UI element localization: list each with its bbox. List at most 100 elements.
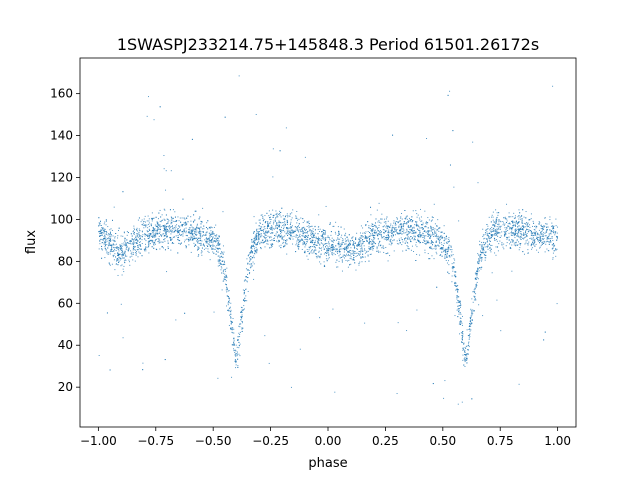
data-point [532, 232, 534, 234]
data-point [544, 331, 546, 333]
data-point [457, 289, 459, 291]
data-point [280, 236, 282, 238]
data-point [125, 246, 127, 248]
data-point [291, 236, 293, 238]
data-point [550, 231, 552, 233]
data-point [371, 230, 373, 232]
data-point [477, 262, 479, 264]
data-point [214, 234, 216, 236]
data-point [485, 251, 487, 253]
data-point [103, 236, 105, 238]
data-point [207, 228, 209, 230]
data-point [321, 239, 323, 241]
data-point [344, 238, 346, 240]
data-point [112, 219, 113, 221]
data-point [178, 233, 180, 235]
data-point [320, 249, 322, 251]
data-point [256, 248, 258, 250]
data-point [305, 230, 307, 232]
data-point [158, 224, 160, 226]
data-point [196, 226, 198, 228]
data-point [271, 245, 273, 247]
data-point [425, 226, 427, 228]
data-point [160, 241, 162, 243]
data-point [319, 261, 321, 263]
data-point [197, 246, 199, 248]
data-point [347, 260, 349, 262]
data-point [394, 228, 396, 230]
data-point [394, 230, 396, 232]
data-point [515, 221, 517, 223]
data-point [124, 238, 126, 240]
data-point [317, 242, 319, 244]
data-point [241, 317, 243, 319]
data-point [284, 231, 286, 233]
data-point [338, 251, 340, 253]
data-point [219, 259, 221, 261]
data-point [278, 235, 280, 237]
data-point [411, 229, 413, 231]
data-point [404, 210, 406, 211]
data-point [316, 257, 318, 259]
data-point [215, 240, 217, 242]
data-point [289, 238, 291, 240]
data-point [416, 309, 418, 311]
data-point [448, 240, 450, 242]
data-point [218, 262, 220, 264]
data-point [377, 250, 379, 252]
data-point [497, 223, 499, 225]
data-point [243, 308, 245, 310]
data-point [396, 243, 398, 245]
data-point [514, 215, 516, 217]
data-point [122, 191, 124, 193]
data-point [133, 233, 135, 235]
data-point [317, 238, 319, 240]
data-point [147, 230, 149, 232]
data-point [105, 249, 107, 251]
data-point [301, 248, 303, 250]
data-point [409, 239, 411, 241]
data-point [319, 244, 321, 246]
data-point [284, 215, 286, 217]
data-point [375, 218, 377, 220]
data-point [161, 219, 163, 221]
data-point [220, 253, 222, 255]
data-point [224, 273, 226, 275]
data-point [555, 249, 557, 251]
data-point [474, 272, 476, 274]
data-point [431, 244, 433, 246]
data-point [399, 221, 401, 223]
data-point [334, 231, 336, 233]
data-point [148, 218, 150, 220]
data-point [543, 237, 545, 239]
data-point [150, 225, 152, 227]
data-point [510, 231, 512, 233]
data-point [226, 295, 228, 297]
data-point [165, 170, 167, 172]
data-point [386, 239, 388, 241]
data-point [452, 268, 454, 270]
data-point [519, 228, 521, 230]
data-point [442, 245, 444, 247]
data-point [98, 222, 100, 224]
data-point [195, 228, 197, 230]
data-point [478, 304, 480, 306]
data-point [258, 233, 260, 235]
data-point [323, 253, 325, 255]
data-point [217, 249, 219, 251]
data-point [220, 263, 222, 265]
data-point [319, 317, 321, 319]
data-point [549, 232, 551, 234]
data-point [296, 226, 298, 228]
data-point [448, 246, 450, 248]
data-point [527, 222, 529, 224]
data-point [514, 234, 516, 236]
data-point [152, 240, 154, 242]
data-point [546, 230, 548, 232]
data-point [264, 241, 266, 243]
data-point [510, 247, 512, 249]
data-point [411, 221, 413, 223]
data-point [542, 227, 544, 229]
data-point [521, 215, 523, 217]
data-point [403, 232, 405, 234]
